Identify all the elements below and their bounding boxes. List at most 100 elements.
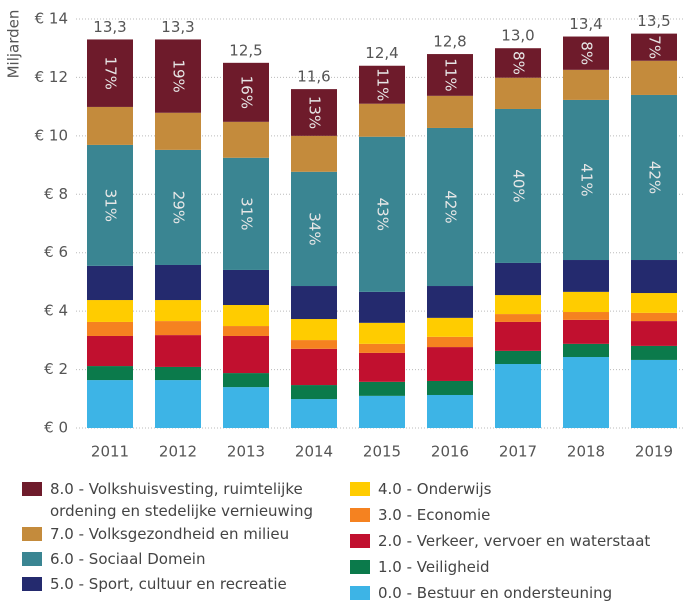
legend-item: 3.0 - Economie bbox=[350, 504, 683, 526]
bar-segment bbox=[359, 343, 405, 353]
legend-item: 5.0 - Sport, cultuur en recreatie bbox=[22, 573, 350, 595]
x-tick-label: 2016 bbox=[431, 443, 469, 461]
bar-segment bbox=[359, 103, 405, 137]
bar-segment bbox=[291, 171, 337, 287]
x-tick-label: 2011 bbox=[91, 443, 129, 461]
bar-segment bbox=[563, 69, 609, 100]
total-label: 13,3 bbox=[93, 18, 126, 36]
bar-segment bbox=[631, 60, 677, 95]
bar-segment bbox=[155, 112, 201, 150]
x-tick-label: 2017 bbox=[499, 443, 537, 461]
bar-segment bbox=[291, 135, 337, 172]
bar-segment bbox=[291, 89, 337, 136]
bar-segment bbox=[291, 286, 337, 320]
bar-segment bbox=[563, 319, 609, 344]
legend-swatch bbox=[350, 534, 370, 548]
y-tick-label: € 6 bbox=[44, 243, 68, 261]
bar-segment bbox=[427, 394, 473, 428]
share-label: 40% bbox=[510, 169, 528, 202]
y-tick-label: € 10 bbox=[35, 126, 68, 144]
share-label: 31% bbox=[238, 197, 256, 230]
legend-swatch bbox=[350, 508, 370, 522]
legend-label: 3.0 - Economie bbox=[378, 506, 491, 524]
bar-segment bbox=[291, 340, 337, 349]
legend-label: 4.0 - Onderwijs bbox=[378, 480, 492, 498]
x-tick-label: 2012 bbox=[159, 443, 197, 461]
share-label: 16% bbox=[238, 76, 256, 109]
legend-swatch bbox=[22, 577, 42, 591]
share-label: 7% bbox=[646, 35, 664, 59]
bar-segment bbox=[427, 95, 473, 128]
share-label: 8% bbox=[578, 41, 596, 65]
bar-segment bbox=[359, 322, 405, 344]
bar-segment bbox=[87, 335, 133, 367]
bar-segment bbox=[563, 291, 609, 313]
bar-segment bbox=[427, 317, 473, 337]
share-label: 17% bbox=[102, 57, 120, 90]
total-label: 13,4 bbox=[569, 15, 602, 33]
legend-swatch bbox=[350, 586, 370, 600]
bar-segment bbox=[495, 321, 541, 351]
legend-item: 6.0 - Sociaal Domein bbox=[22, 548, 350, 570]
bar-segment bbox=[495, 364, 541, 428]
y-tick-label: € 14 bbox=[35, 10, 68, 28]
share-label: 34% bbox=[306, 212, 324, 245]
bar-segment bbox=[427, 127, 473, 287]
legend-swatch bbox=[350, 482, 370, 496]
legend-swatch bbox=[22, 552, 42, 566]
bar-segment bbox=[359, 352, 405, 382]
bar-segment bbox=[563, 99, 609, 261]
total-label: 12,4 bbox=[365, 44, 398, 62]
share-label: 8% bbox=[510, 51, 528, 75]
x-tick-label: 2019 bbox=[635, 443, 673, 461]
bar-segment bbox=[223, 335, 269, 374]
bar-segment bbox=[291, 385, 337, 400]
y-axis-label: Miljarden bbox=[5, 10, 23, 79]
legend-item: 8.0 - Volkshuisvesting, ruimtelijke orde… bbox=[22, 478, 340, 522]
bar-segment bbox=[427, 54, 473, 96]
bar-segment bbox=[87, 300, 133, 322]
legend-label: 1.0 - Veiligheid bbox=[378, 558, 490, 576]
bar-segment bbox=[223, 269, 269, 306]
total-label: 13,3 bbox=[161, 18, 194, 36]
bar-segment bbox=[359, 395, 405, 428]
bar-segment bbox=[87, 321, 133, 336]
y-tick-label: € 2 bbox=[44, 360, 68, 378]
bar-segment bbox=[291, 348, 337, 386]
legend-item: 2.0 - Verkeer, vervoer en waterstaat bbox=[350, 530, 683, 552]
bar-segment bbox=[427, 347, 473, 381]
bar-segment bbox=[291, 399, 337, 428]
bar-segment bbox=[563, 260, 609, 292]
bar-segment bbox=[155, 39, 201, 113]
bar-segment bbox=[631, 33, 677, 61]
legend-label: 8.0 - Volkshuisvesting, ruimtelijke orde… bbox=[50, 480, 314, 520]
bar-segment bbox=[427, 380, 473, 395]
bar-segment bbox=[359, 136, 405, 292]
bar-segment bbox=[563, 357, 609, 428]
x-tick-label: 2015 bbox=[363, 443, 401, 461]
bar-segment bbox=[631, 345, 677, 360]
bar-segment bbox=[495, 295, 541, 315]
bar-segment bbox=[87, 106, 133, 145]
legend-swatch bbox=[22, 527, 42, 541]
legend-label: 0.0 - Bestuur en ondersteuning bbox=[378, 584, 613, 602]
x-tick-label: 2013 bbox=[227, 443, 265, 461]
total-label: 12,8 bbox=[433, 33, 466, 51]
legend-label: 7.0 - Volksgezondheid en milieu bbox=[50, 525, 290, 543]
bar-segment bbox=[155, 300, 201, 322]
bar-segment bbox=[155, 264, 201, 301]
bar-segment bbox=[427, 336, 473, 348]
bar-segment bbox=[631, 293, 677, 313]
share-label: 43% bbox=[374, 198, 392, 231]
bar-segment bbox=[291, 319, 337, 341]
share-label: 19% bbox=[170, 59, 188, 92]
x-tick-label: 2014 bbox=[295, 443, 333, 461]
bar-segment bbox=[495, 350, 541, 365]
bar-segment bbox=[631, 321, 677, 346]
bar-segment bbox=[87, 380, 133, 428]
share-label: 11% bbox=[442, 58, 460, 91]
legend-swatch bbox=[22, 482, 42, 496]
total-label: 13,0 bbox=[501, 27, 534, 45]
bar-segment bbox=[631, 260, 677, 294]
bar-segment bbox=[155, 380, 201, 428]
